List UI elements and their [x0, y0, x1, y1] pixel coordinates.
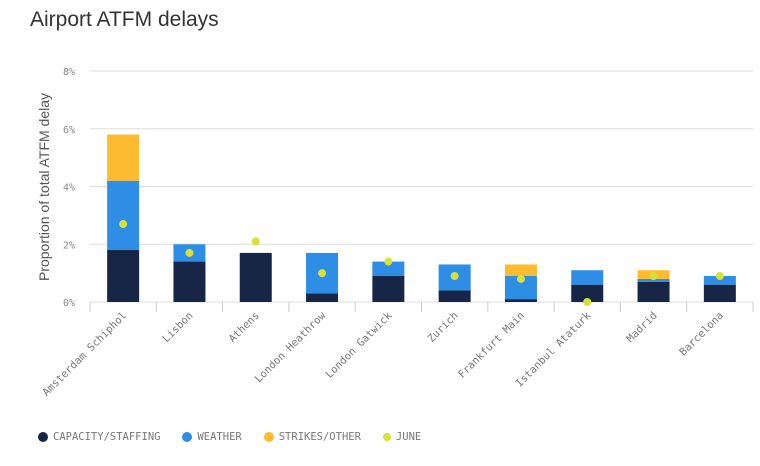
- legend-label: JUNE: [395, 431, 422, 443]
- june-point: [583, 298, 592, 306]
- legend-marker-icon: [38, 432, 48, 442]
- x-tick-label: Madrid: [624, 310, 659, 345]
- x-tick-label: Frankfurt Main: [456, 310, 527, 381]
- bar-capacity-staffing: [107, 250, 140, 302]
- x-tick-label: London Gatwick: [323, 309, 395, 381]
- bar-capacity-staffing: [438, 290, 471, 302]
- x-tick-label: Istanbul Ataturk: [513, 309, 593, 389]
- june-point: [516, 274, 525, 283]
- bar-strikes-other: [504, 264, 537, 277]
- bar-weather: [571, 270, 604, 285]
- bar-capacity-staffing: [637, 281, 670, 302]
- bar-capacity-staffing: [173, 261, 206, 302]
- legend-item[interactable]: WEATHER: [182, 431, 242, 443]
- legend-label: STRIKES/OTHER: [278, 431, 361, 443]
- x-tick-label: London Heathrow: [253, 309, 329, 385]
- bar-capacity-staffing: [372, 276, 405, 302]
- june-point: [318, 269, 327, 278]
- bar-weather: [703, 276, 736, 285]
- y-tick-label: 0%: [63, 298, 75, 309]
- x-tick-label: Athens: [227, 310, 262, 345]
- june-point: [450, 272, 459, 281]
- bar-strikes-other: [107, 134, 140, 181]
- bar-capacity-staffing: [703, 284, 736, 302]
- legend-item[interactable]: JUNE: [382, 431, 422, 443]
- chart-title: Airport ATFM delays: [30, 8, 219, 31]
- bar-capacity-staffing: [504, 299, 537, 302]
- bar-weather: [637, 278, 670, 282]
- legend-item[interactable]: CAPACITY/STAFFING: [38, 431, 160, 443]
- legend-label: CAPACITY/STAFFING: [53, 431, 161, 443]
- x-tick-label: Barcelona: [677, 310, 726, 359]
- june-point: [185, 248, 194, 257]
- y-tick-label: 8%: [63, 67, 75, 78]
- june-point: [251, 237, 260, 246]
- legend-marker-icon: [263, 432, 274, 442]
- legend-item[interactable]: STRIKES/OTHER: [263, 431, 361, 443]
- bar-capacity-staffing: [239, 252, 272, 302]
- y-tick-label: 2%: [63, 240, 75, 251]
- june-point: [119, 220, 128, 229]
- bar-capacity-staffing: [571, 284, 604, 302]
- y-tick-label: 4%: [63, 183, 75, 194]
- y-axis-label: Proportion of total ATFM delay: [36, 93, 52, 281]
- june-point: [715, 272, 724, 281]
- x-tick-label: Lisbon: [160, 310, 195, 345]
- legend-label: WEATHER: [197, 431, 242, 443]
- x-tick-label: Amsterdam Schiphol: [40, 310, 129, 399]
- bar-weather: [372, 261, 405, 277]
- bar-weather: [504, 276, 537, 300]
- y-tick-label: 6%: [63, 125, 75, 136]
- x-tick-label: Zurich: [425, 310, 460, 345]
- june-point: [649, 272, 658, 281]
- bar-capacity-staffing: [306, 293, 339, 302]
- legend-marker-icon: [182, 432, 193, 442]
- legend-marker-icon: [382, 433, 391, 441]
- june-point: [384, 257, 393, 266]
- legend: CAPACITY/STAFFING WEATHER STRIKES/OTHER JUN…: [38, 431, 421, 443]
- bar-weather: [107, 180, 140, 251]
